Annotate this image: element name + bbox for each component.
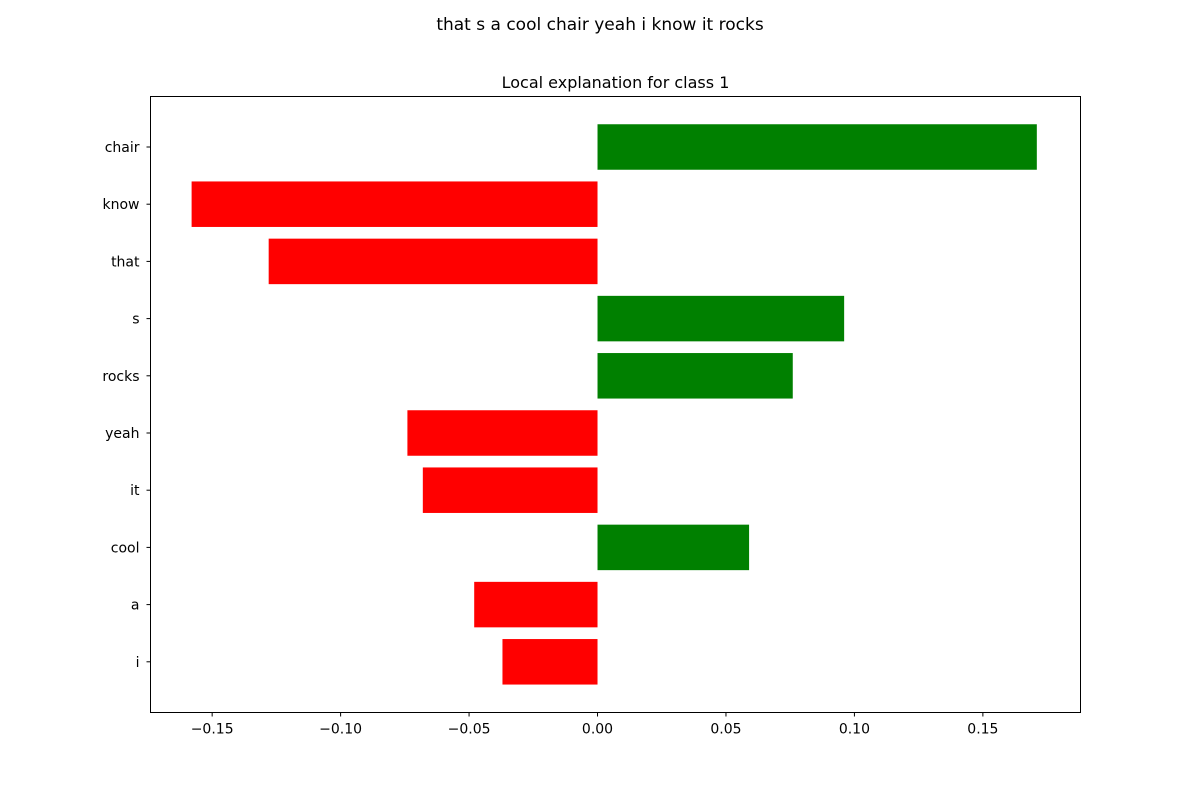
bars-group [191,124,1037,685]
y-tick-label: yeah [105,426,139,442]
y-tick-label: chair [105,140,140,156]
y-tick-label: a [131,598,140,614]
bar-a [474,581,598,628]
y-axis-ticks: chair know that s rocks yeah it cool a i [102,140,151,671]
figure-suptitle: that s a cool chair yeah i know it rocks [436,15,764,35]
chart-title: Local explanation for class 1 [502,73,730,92]
y-tick-label: rocks [102,369,139,385]
x-tick-label: −0.05 [448,722,491,738]
y-tick-label: s [132,312,139,328]
x-tick-label: 0.00 [582,722,613,738]
y-tick-label: cool [111,540,140,556]
x-tick-label: 0.05 [710,722,741,738]
bar-cool [597,524,750,571]
x-tick-label: 0.10 [839,722,870,738]
bar-s [597,295,845,342]
y-tick-label: know [103,197,140,213]
bar-it [422,467,598,513]
x-tick-label: 0.15 [967,722,998,738]
y-tick-label: it [130,483,140,499]
y-tick-label: i [136,655,140,671]
bar-that [268,238,598,285]
x-tick-label: −0.10 [319,722,362,738]
bar-rocks [597,353,793,399]
x-tick-label: −0.15 [191,722,234,738]
bar-i [502,639,598,685]
y-tick-label: that [111,254,140,270]
bar-chair [597,124,1037,170]
bar-yeah [407,410,598,456]
plot-frame [150,96,1081,713]
x-axis-ticks: −0.15 −0.10 −0.05 0.00 0.05 0.10 0.15 [191,712,998,738]
bar-know [191,181,598,227]
